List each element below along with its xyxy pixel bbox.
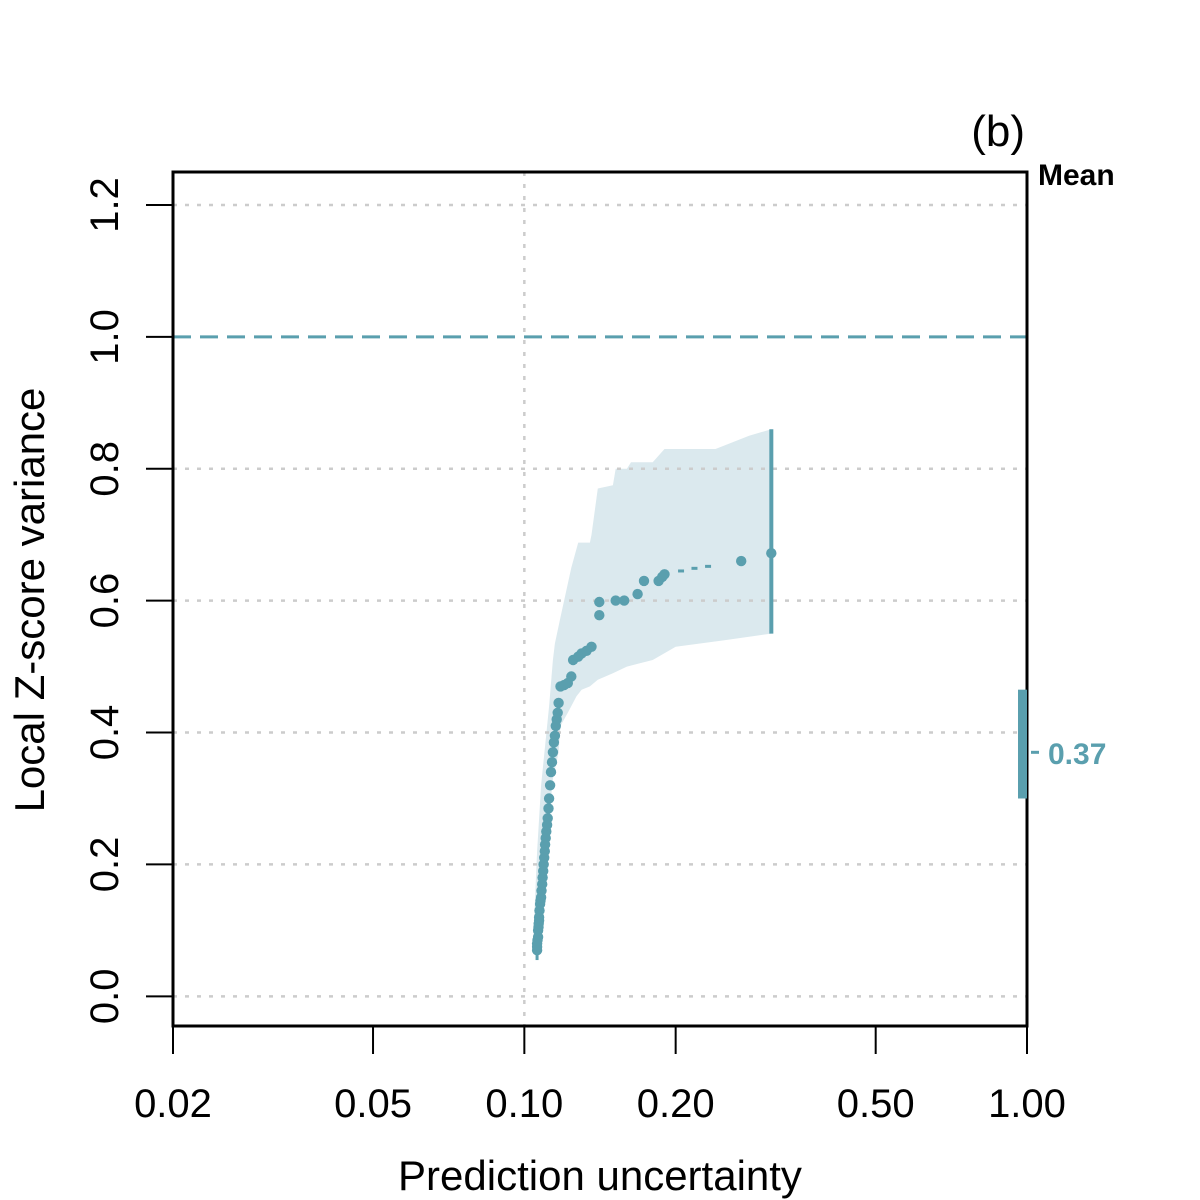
data-point [586, 641, 597, 652]
data-point [542, 813, 553, 824]
data-point [594, 610, 605, 621]
data-point [545, 766, 557, 778]
data-point [619, 595, 630, 606]
y-axis-title: Local Z-score variance [6, 388, 53, 813]
mean-label: Mean [1038, 159, 1115, 192]
confidence-band-layer [532, 429, 772, 951]
mean-confidence-bar [1018, 689, 1027, 799]
grid-layer [173, 172, 1027, 1026]
x-tick-label: 0.05 [334, 1082, 412, 1126]
data-point [736, 555, 747, 567]
y-tick-label: 1.0 [83, 309, 127, 365]
confidence-band [532, 429, 772, 951]
y-tick-label: 0.4 [83, 705, 127, 761]
data-point [610, 595, 621, 606]
mean-value-label: 0.37 [1048, 738, 1106, 771]
x-tick-label: 0.02 [134, 1082, 212, 1126]
data-point [544, 780, 556, 791]
data-point [549, 730, 561, 741]
mean-indicator-layer [1018, 689, 1039, 799]
x-tick-label: 1.00 [988, 1082, 1066, 1126]
axis-ticks-layer: 0.02 0.05 0.10 0.20 0.50 1.00 0.0 0.2 0.4 0.6 0.8 1… [83, 177, 1066, 1126]
data-point [659, 569, 670, 580]
x-tick-label: 0.20 [637, 1082, 715, 1126]
data-point [543, 793, 555, 804]
y-tick-label: 0.0 [83, 968, 127, 1024]
data-point [552, 707, 563, 718]
y-tick-label: 1.2 [83, 177, 127, 233]
data-point [543, 803, 554, 814]
x-tick-label: 0.10 [485, 1082, 563, 1126]
panel-label: (b) [971, 107, 1025, 156]
y-tick-label: 0.8 [83, 441, 127, 497]
data-points-layer [531, 429, 777, 961]
x-axis-title: Prediction uncertainty [398, 1152, 802, 1199]
data-point [566, 671, 577, 682]
data-point [553, 697, 564, 709]
y-tick-label: 0.6 [83, 573, 127, 629]
data-point [547, 747, 559, 758]
data-point [594, 596, 605, 608]
x-tick-label: 0.50 [837, 1082, 915, 1126]
plot-frame [171, 170, 1029, 1028]
y-tick-label: 0.2 [83, 837, 127, 893]
data-point [632, 588, 643, 600]
data-point [546, 757, 558, 768]
data-point [638, 575, 650, 587]
plot-frame-layer [171, 170, 1029, 1028]
